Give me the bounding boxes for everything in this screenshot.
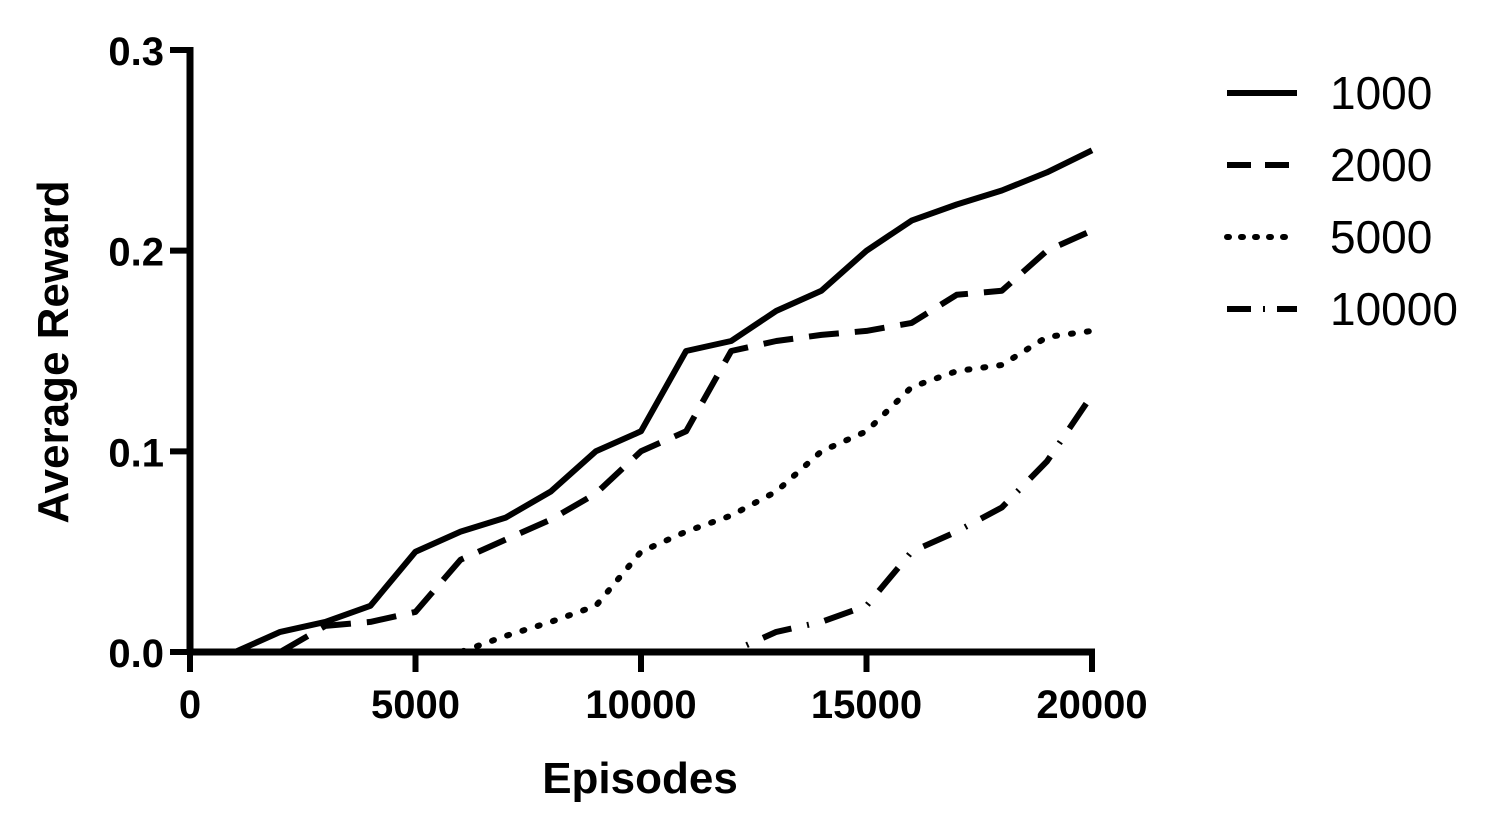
series-line-1000 [190,147,1094,655]
x-tick-label: 5000 [371,683,460,727]
series-line-2000 [190,227,1094,655]
legend: 1000 2000 5000 10000 [1224,67,1458,335]
y-axis-title: Average Reward [29,180,78,523]
y-tick-label: 0.2 [108,231,164,275]
y-tick-label: 0.1 [108,431,164,475]
x-tick-label: 10000 [585,683,696,727]
plot-lines [187,147,1095,655]
legend-label-1000: 1000 [1330,67,1432,119]
x-tick-label: 20000 [1036,683,1147,727]
y-tick-label: 0.0 [108,632,164,676]
series-line-5000 [187,327,1095,655]
y-tick-label: 0.3 [108,30,164,74]
legend-label-2000: 2000 [1330,139,1432,191]
legend-label-10000: 10000 [1330,283,1458,335]
x-tick-label: 15000 [811,683,922,727]
axes [186,47,1095,656]
x-axis-title: Episodes [542,754,738,803]
ticks: 0.0 0.1 0.2 0.3 0 5000 10000 15000 20000 [108,30,1147,727]
legend-label-5000: 5000 [1330,211,1432,263]
x-tick-label: 0 [179,683,201,727]
